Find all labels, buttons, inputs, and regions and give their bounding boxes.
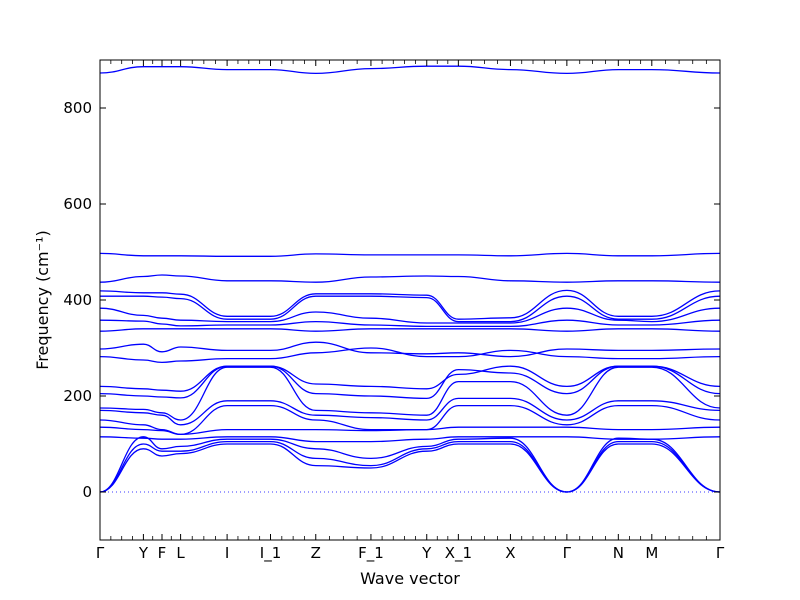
x-tick-label: F: [158, 544, 167, 562]
band-line: [99, 289, 721, 320]
y-axis-label: Frequency (cm⁻¹): [33, 230, 52, 369]
band-line: [99, 328, 721, 332]
x-tick-label: Y: [421, 544, 432, 562]
x-tick-label: X: [505, 544, 515, 562]
band-line: [99, 366, 721, 421]
band-line: [99, 341, 721, 358]
y-tick-label: 400: [63, 291, 92, 309]
band-line: [99, 397, 721, 426]
x-tick-label: Γ: [96, 544, 105, 562]
x-tick-label: Γ: [563, 544, 572, 562]
x-tick-label: X_1: [445, 544, 472, 563]
x-tick-label: I: [225, 544, 229, 562]
x-tick-label: L: [176, 544, 185, 562]
y-tick-label: 200: [63, 387, 92, 405]
x-tick-label: F_1: [358, 544, 384, 563]
x-tick-label: I_1: [260, 544, 281, 563]
x-tick-label: Z: [311, 544, 321, 562]
band-line: [99, 404, 721, 436]
band-line: [99, 426, 721, 436]
band-line: [99, 319, 721, 328]
x-tick-label: N: [613, 544, 624, 562]
x-tick-label: M: [645, 544, 658, 562]
band-lines: [99, 65, 721, 493]
plot-frame: [99, 59, 721, 541]
band-line: [99, 436, 721, 443]
y-axis-ticks: 0 200 400 600 800: [63, 99, 720, 501]
band-line: [99, 365, 721, 392]
band-line: [99, 440, 721, 493]
x-axis-label: Wave vector: [360, 569, 460, 588]
x-axis-ticks: Γ Y F L I I_1 Z F_1 Y X_1 X Γ N M Γ: [96, 60, 725, 563]
band-line: [99, 365, 721, 400]
band-line: [99, 436, 721, 493]
band-line: [99, 347, 721, 364]
band-line: [99, 65, 721, 75]
band-line: [99, 307, 721, 324]
band-line: [99, 274, 721, 283]
band-line: [99, 252, 721, 257]
x-tick-label: Y: [138, 544, 149, 562]
x-minor-ticks: [110, 60, 707, 540]
band-line: [99, 295, 721, 323]
band-line: [99, 443, 721, 493]
y-tick-label: 0: [82, 483, 92, 501]
y-tick-label: 600: [63, 195, 92, 213]
y-tick-label: 800: [63, 99, 92, 117]
x-tick-label: Γ: [716, 544, 725, 562]
